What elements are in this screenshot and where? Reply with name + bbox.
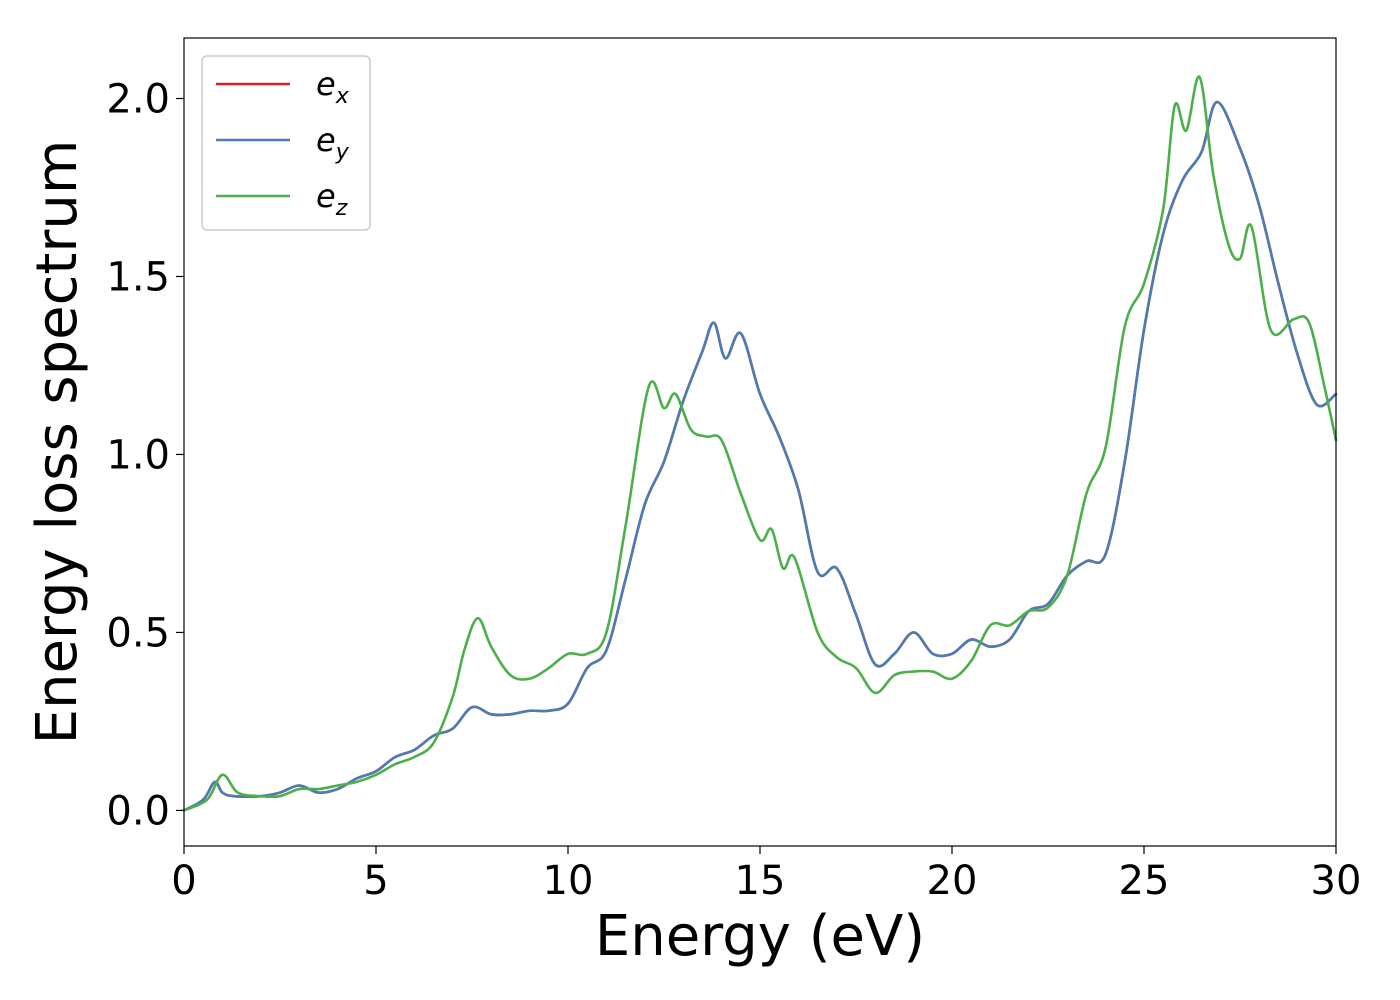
plot-area-background: [184, 38, 1336, 846]
y-tick-label: 2.0: [106, 77, 170, 123]
y-axis-label: Energy loss spectrum: [25, 140, 90, 745]
legend-label-ey: ey: [316, 121, 350, 165]
x-tick-label: 0: [171, 858, 196, 904]
x-tick-label: 15: [735, 858, 786, 904]
x-tick-label: 5: [363, 858, 388, 904]
x-axis-ticks: 0 5 10 15 20 25 30: [171, 846, 1361, 904]
x-axis-label: Energy (eV): [595, 904, 925, 969]
y-tick-label: 1.0: [106, 432, 170, 478]
y-tick-label: 1.5: [106, 254, 170, 300]
legend-label-ez: ez: [316, 177, 348, 221]
x-tick-label: 10: [543, 858, 594, 904]
x-tick-label: 30: [1311, 858, 1362, 904]
x-tick-label: 25: [1119, 858, 1170, 904]
legend-box: [201, 55, 371, 231]
y-tick-label: 0.5: [106, 610, 170, 656]
series-line-ey: [182, 100, 1338, 812]
x-tick-label: 20: [927, 858, 978, 904]
y-tick-label: 0.0: [106, 788, 170, 834]
legend-label-ex: ex: [316, 65, 350, 109]
series-line-ez: [182, 75, 1338, 812]
legend: ex ey ez: [201, 55, 371, 231]
y-axis-ticks: 0.0 0.5 1.0 1.5 2.0: [106, 77, 184, 834]
series-group: [182, 75, 1338, 812]
